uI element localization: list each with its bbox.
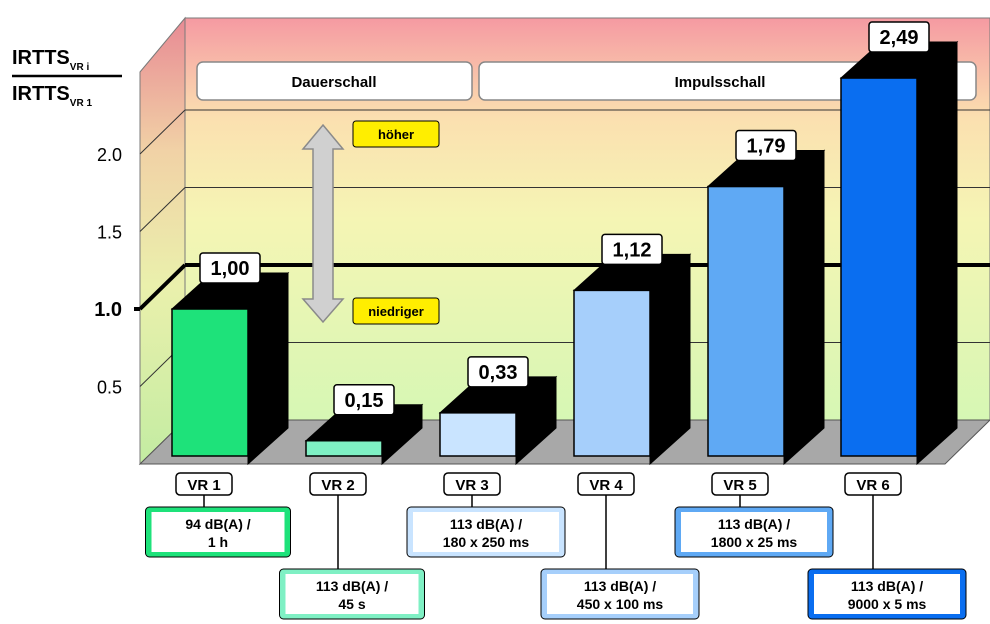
bar-6: 2,49: [839, 21, 959, 466]
group-label-dauerschall: Dauerschall: [291, 74, 376, 91]
y-title-numerator-sub: VR i: [70, 62, 90, 73]
value-label: 2,49: [880, 27, 919, 49]
y-tick-labels: 0.5 1.0 1.5 2.0: [94, 145, 122, 398]
bars: 1,00 0,15 0,33 1,12 1,79 2,49: [170, 21, 959, 466]
y-title-denominator: IRTTS: [12, 83, 70, 105]
condition-line-1: 113 dB(A) /: [718, 516, 790, 532]
double-arrow-icon: [301, 123, 345, 324]
reference-line-side: [138, 263, 187, 311]
bar-side: [783, 149, 825, 466]
value-label: 0,33: [479, 362, 518, 384]
category-box: [711, 472, 769, 496]
category-box: [844, 472, 902, 496]
category-label: VR 5: [723, 477, 756, 494]
value-label: 1,12: [613, 239, 652, 261]
label-box-higher: [352, 120, 440, 148]
bar-side: [916, 40, 958, 466]
condition-box-inner: [151, 512, 285, 552]
direction-arrow: höher niedriger: [301, 120, 440, 325]
condition-line-1: 94 dB(A) /: [185, 516, 250, 532]
value-label: 0,15: [345, 390, 384, 412]
y-tick-label: 1.5: [97, 223, 122, 243]
bar-front: [840, 77, 918, 457]
y-tick-label: 0.5: [97, 378, 122, 398]
category-label: VR 1: [187, 477, 220, 494]
condition-box-inner: [285, 574, 419, 614]
bar-side: [649, 253, 691, 466]
condition-line-1: 113 dB(A) /: [316, 578, 388, 594]
value-label: 1,00: [211, 258, 250, 280]
value-label: 1,79: [747, 136, 786, 158]
group-box-dauerschall: [196, 61, 473, 101]
bar-front: [573, 289, 651, 457]
bar-front: [707, 185, 785, 457]
y-title-denominator-sub: VR 1: [70, 98, 93, 109]
y-tick-label: 1.0: [94, 299, 122, 321]
value-label-box: [868, 21, 930, 53]
y-tick-label: 2.0: [97, 145, 122, 165]
y-axis-title: IRTTSVR i IRTTSVR 1: [12, 47, 122, 109]
condition-line-2: 450 x 100 ms: [577, 596, 664, 612]
svg-text:IRTTSVR i: IRTTSVR i: [12, 47, 89, 73]
condition-line-2: 9000 x 5 ms: [848, 596, 927, 612]
category-box: [443, 472, 501, 496]
category-labels: VR 1 94 dB(A) / 1 h VR 2 113 dB(A) / 45 s VR 3…: [145, 472, 967, 620]
bar-front: [305, 440, 383, 457]
label-lower: niedriger: [368, 304, 424, 319]
grid-line-side: [139, 109, 186, 155]
condition-line-2: 1 h: [208, 534, 228, 550]
grid-line-side: [139, 187, 186, 232]
label-higher: höher: [378, 127, 414, 142]
y-title-numerator: IRTTS: [12, 47, 70, 69]
value-label-box: [735, 129, 797, 162]
category-label: VR 3: [455, 477, 488, 494]
bar-1: 1,00: [170, 252, 290, 466]
condition-box-inner: [681, 512, 827, 552]
category-label: VR 4: [589, 477, 623, 494]
condition-line-2: 1800 x 25 ms: [711, 534, 798, 550]
value-label-box: [601, 233, 663, 266]
condition-line-2: 45 s: [338, 596, 365, 612]
condition-line-1: 113 dB(A) /: [450, 516, 522, 532]
value-label-box: [199, 252, 261, 284]
svg-text:IRTTSVR 1: IRTTSVR 1: [12, 83, 92, 109]
bar-front: [439, 412, 517, 457]
condition-box-inner: [814, 574, 960, 614]
condition-line-2: 180 x 250 ms: [443, 534, 530, 550]
category-box: [577, 472, 635, 496]
bar-3: 0,33: [438, 356, 558, 466]
condition-box-inner: [413, 512, 559, 552]
category-box: [309, 472, 367, 496]
category-label: VR 6: [856, 477, 889, 494]
bar-front: [171, 308, 249, 457]
bar-5: 1,79: [706, 129, 826, 466]
condition-line-1: 113 dB(A) /: [851, 578, 923, 594]
category-box: [175, 472, 233, 496]
condition-line-1: 113 dB(A) /: [584, 578, 656, 594]
condition-box-inner: [547, 574, 693, 614]
bar-2: 0,15: [304, 384, 424, 466]
bar-4: 1,12: [572, 233, 692, 466]
value-label-box: [467, 356, 529, 388]
label-box-lower: [352, 297, 440, 325]
group-label-impulsschall: Impulsschall: [675, 74, 766, 91]
category-label: VR 2: [321, 477, 354, 494]
value-label-box: [333, 384, 395, 416]
